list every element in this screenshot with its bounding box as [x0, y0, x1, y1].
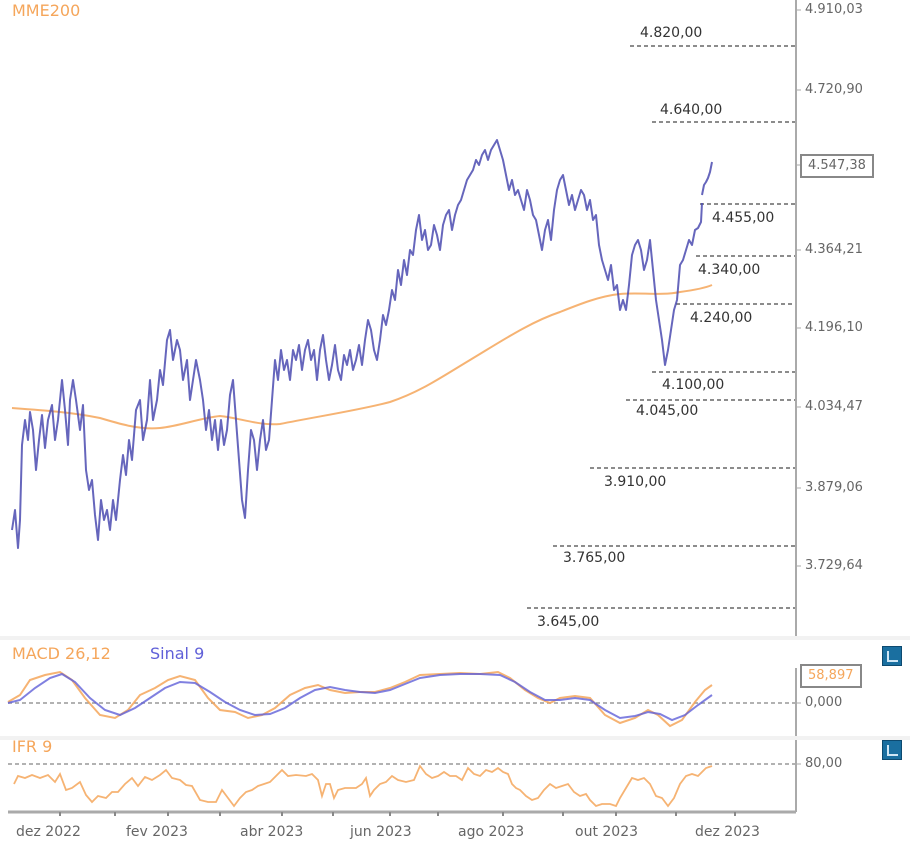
x-axis-label: fev 2023	[126, 824, 188, 840]
y-axis-label: 3.729,64	[805, 558, 863, 573]
macd-settings-icon[interactable]	[882, 646, 902, 666]
ifr-legend: IFR 9	[12, 737, 53, 756]
x-axis-label: jun 2023	[350, 824, 412, 840]
price-line	[11, 139, 713, 549]
ifr-line	[13, 764, 713, 808]
x-axis-label: abr 2023	[240, 824, 304, 840]
ema200-line	[11, 284, 713, 430]
macd-panel: MACD 26,12 Sinal 9 58,897 0,000	[0, 640, 910, 736]
level-label: 4.640,00	[660, 102, 723, 118]
ifr-settings-icon[interactable]	[882, 740, 902, 760]
macd-legend: MACD 26,12	[12, 644, 111, 663]
level-label: 3.910,00	[604, 474, 667, 490]
macd-chart	[7, 668, 801, 736]
y-axis-label: 4.034,47	[805, 399, 863, 414]
y-axis-label: 4.196,10	[805, 320, 863, 335]
x-axis-label: out 2023	[575, 824, 639, 840]
y-axis-label: 4.910,03	[805, 2, 863, 17]
level-label: 4.340,00	[698, 262, 761, 278]
level-label: 4.455,00	[712, 210, 775, 226]
ema200-legend: MME200	[12, 1, 81, 20]
level-label: 4.240,00	[690, 310, 753, 326]
level-label: 4.820,00	[640, 25, 703, 41]
price-panel: MME200 4.820,00 4.640,00 4.455,00 4.340,…	[11, 0, 874, 636]
level-label: 3.645,00	[537, 614, 600, 630]
y-axis-label: 3.879,06	[805, 480, 863, 495]
signal-line	[7, 672, 713, 722]
ifr-panel: IFR 9 80,00 dez 2022 fev 2023 abr 2023 j…	[0, 737, 910, 846]
last-price-box: 4.547,38	[800, 154, 874, 178]
x-axis-label: dez 2023	[695, 824, 760, 840]
level-label: 4.100,00	[662, 377, 725, 393]
macd-line	[7, 670, 713, 728]
ifr-chart	[8, 740, 801, 816]
y-axis-label: 4.720,90	[805, 82, 863, 97]
level-label: 4.045,00	[636, 403, 699, 419]
x-axis-label: dez 2022	[16, 824, 81, 840]
panel-separator	[0, 636, 910, 640]
signal-legend: Sinal 9	[150, 644, 205, 663]
ifr-level-label: 80,00	[805, 756, 843, 771]
y-axis-label: 4.364,21	[805, 242, 863, 257]
price-chart	[11, 0, 801, 636]
x-axis-label: ago 2023	[458, 824, 525, 840]
macd-last-value-box: 58,897	[800, 664, 862, 688]
macd-zero-label: 0,000	[805, 695, 843, 710]
panel-separator	[0, 736, 910, 740]
level-label: 3.765,00	[563, 550, 626, 566]
